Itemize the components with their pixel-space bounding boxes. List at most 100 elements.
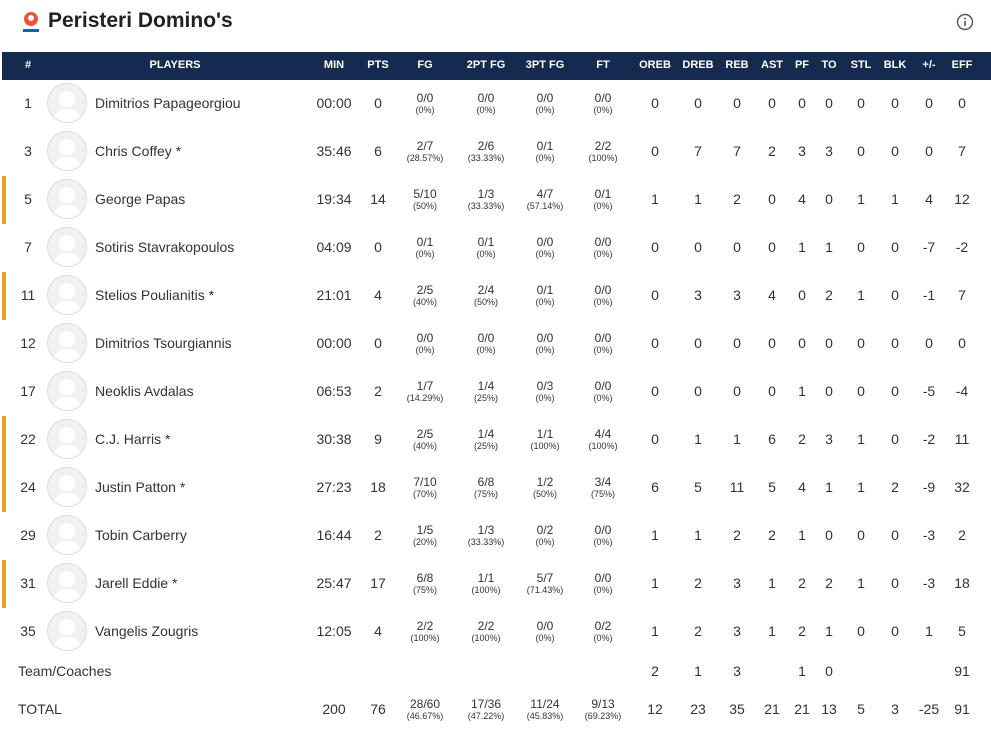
stat-cell: 0 bbox=[651, 287, 659, 303]
stat-cell: 0 bbox=[857, 623, 865, 639]
player-avatar bbox=[47, 515, 87, 555]
shot-made: 2/5 bbox=[416, 427, 434, 441]
stat-cell: 0 bbox=[768, 383, 776, 399]
minutes: 12:05 bbox=[316, 623, 352, 639]
points: 17 bbox=[370, 575, 386, 591]
stat-cell: 3 bbox=[891, 701, 899, 717]
shot-pct: (0%) bbox=[415, 345, 435, 355]
shot-made: 1/1 bbox=[536, 427, 554, 441]
shot-made: 5/7 bbox=[536, 571, 554, 585]
stat-cell: -3 bbox=[922, 575, 936, 591]
stat-cell: 2 bbox=[768, 143, 776, 159]
shot-made: 2/5 bbox=[416, 283, 434, 297]
shot-made: 4/7 bbox=[536, 187, 554, 201]
stat-cell: -2 bbox=[922, 431, 936, 447]
stat-cell: 1 bbox=[694, 663, 702, 679]
shot-pct: (50%) bbox=[473, 297, 499, 307]
shot-made: 0/0 bbox=[594, 331, 612, 345]
stat-cell: 1 bbox=[857, 431, 865, 447]
points: 18 bbox=[370, 479, 386, 495]
points: 14 bbox=[370, 191, 386, 207]
player-name[interactable]: C.J. Harris * bbox=[95, 431, 171, 447]
shot-made: 1/3 bbox=[477, 187, 495, 201]
stat-cell: 11 bbox=[954, 431, 970, 447]
stat-cell: 91 bbox=[954, 663, 970, 679]
stat-cell: 21 bbox=[794, 701, 810, 717]
stat-cell: 32 bbox=[954, 479, 970, 495]
player-avatar bbox=[47, 371, 87, 411]
player-name[interactable]: George Papas bbox=[95, 191, 186, 207]
player-avatar bbox=[47, 131, 87, 171]
stat-cell: 1 bbox=[798, 663, 806, 679]
shot-made: 0/2 bbox=[594, 619, 612, 633]
shot-pct: (0%) bbox=[593, 297, 613, 307]
player-avatar bbox=[47, 563, 87, 603]
player-name[interactable]: Sotiris Stavrakopoulos bbox=[95, 239, 235, 255]
stat-cell: 0 bbox=[891, 575, 899, 591]
stat-cell: 0 bbox=[958, 95, 966, 111]
shot-pct: (0%) bbox=[535, 153, 555, 163]
stat-cell: 0 bbox=[733, 335, 741, 351]
stat-cell: 91 bbox=[954, 701, 970, 717]
stat-cell: 1 bbox=[825, 479, 833, 495]
stat-cell: 7 bbox=[958, 287, 966, 303]
stat-cell: 0 bbox=[857, 143, 865, 159]
shot-pct: (0%) bbox=[535, 105, 555, 115]
shot-pct: (75%) bbox=[473, 489, 499, 499]
player-number: 11 bbox=[20, 287, 36, 303]
shot-made: 0/0 bbox=[477, 91, 495, 105]
stat-cell: 7 bbox=[694, 143, 702, 159]
minutes: 00:00 bbox=[316, 335, 352, 351]
stat-cell: 0 bbox=[694, 95, 702, 111]
shot-pct: (75%) bbox=[590, 489, 616, 499]
player-name[interactable]: Neoklis Avdalas bbox=[95, 383, 194, 399]
stat-cell: 1 bbox=[925, 623, 933, 639]
shot-pct: (0%) bbox=[593, 633, 613, 643]
player-name[interactable]: Justin Patton * bbox=[95, 479, 186, 495]
player-name[interactable]: Tobin Carberry bbox=[95, 527, 187, 543]
shot-pct: (71.43%) bbox=[526, 585, 564, 595]
stat-cell: 1 bbox=[651, 527, 659, 543]
shot-made: 9/13 bbox=[591, 697, 615, 711]
on-court-marker bbox=[2, 560, 6, 608]
minutes: 00:00 bbox=[316, 95, 352, 111]
shot-pct: (0%) bbox=[535, 537, 555, 547]
shot-pct: (50%) bbox=[532, 489, 558, 499]
shot-made: 0/0 bbox=[594, 283, 612, 297]
shot-made: 28/60 bbox=[409, 697, 441, 711]
shot-made: 0/0 bbox=[594, 235, 612, 249]
player-name[interactable]: Vangelis Zougris bbox=[95, 623, 199, 639]
stat-cell: 0 bbox=[798, 335, 806, 351]
shot-pct: (0%) bbox=[593, 105, 613, 115]
stat-cell: 0 bbox=[798, 95, 806, 111]
shot-pct: (40%) bbox=[412, 441, 438, 451]
player-name[interactable]: Jarell Eddie * bbox=[95, 575, 178, 591]
column-header: AST bbox=[761, 59, 783, 71]
stat-cell: 35 bbox=[729, 701, 745, 717]
player-name[interactable]: Chris Coffey * bbox=[95, 143, 182, 159]
column-header: PTS bbox=[367, 59, 389, 71]
shot-made: 6/8 bbox=[477, 475, 495, 489]
player-name[interactable]: Dimitrios Papageorgiou bbox=[95, 95, 241, 111]
stat-cell: 0 bbox=[925, 143, 933, 159]
stat-cell: 1 bbox=[694, 431, 702, 447]
points: 4 bbox=[374, 623, 382, 639]
shot-pct: (0%) bbox=[593, 201, 613, 211]
shot-pct: (28.57%) bbox=[406, 153, 444, 163]
shot-made: 0/2 bbox=[536, 523, 554, 537]
shot-pct: (25%) bbox=[473, 441, 499, 451]
column-header: STL bbox=[850, 59, 872, 71]
stat-cell: 0 bbox=[798, 287, 806, 303]
player-name[interactable]: Dimitrios Tsourgiannis bbox=[95, 335, 232, 351]
stat-cell: 1 bbox=[651, 575, 659, 591]
stat-cell: 1 bbox=[768, 623, 776, 639]
shot-pct: (46.67%) bbox=[406, 711, 444, 721]
info-icon[interactable] bbox=[956, 13, 974, 31]
stat-cell: 5 bbox=[768, 479, 776, 495]
stat-cell: 0 bbox=[891, 383, 899, 399]
shot-pct: (0%) bbox=[535, 345, 555, 355]
shot-made: 2/2 bbox=[594, 139, 612, 153]
minutes: 25:47 bbox=[316, 575, 352, 591]
player-name[interactable]: Stelios Poulianitis * bbox=[95, 287, 215, 303]
stat-cell: 0 bbox=[825, 383, 833, 399]
